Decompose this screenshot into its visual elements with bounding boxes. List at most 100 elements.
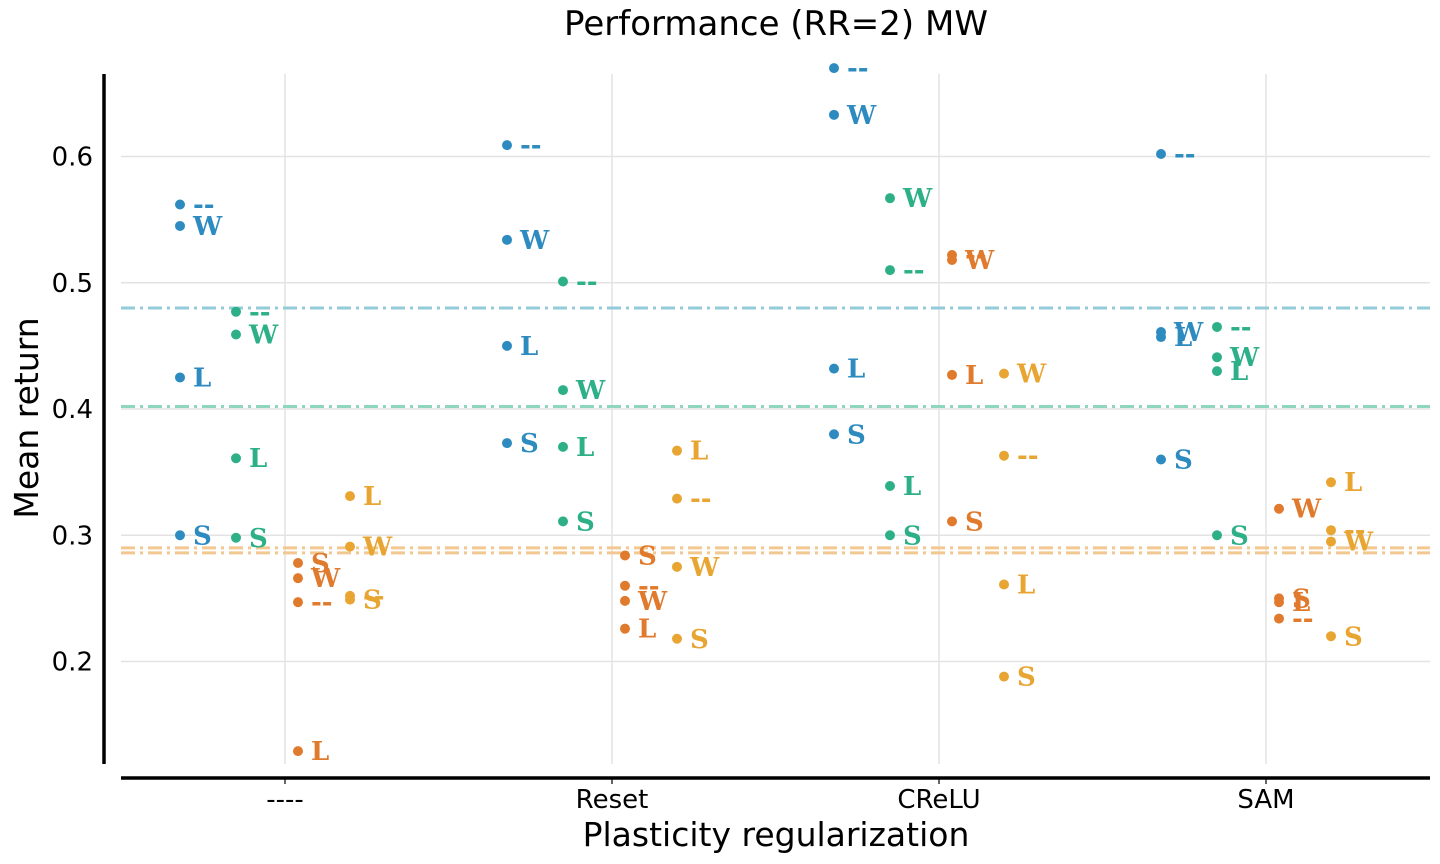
data-point bbox=[1326, 477, 1336, 488]
data-point bbox=[345, 594, 355, 605]
data-point-label: W bbox=[637, 587, 668, 617]
data-point-label: W bbox=[310, 564, 341, 594]
data-point-label: L bbox=[576, 433, 594, 463]
data-point bbox=[1212, 366, 1222, 377]
data-point-label: L bbox=[847, 355, 865, 385]
data-point-label: W bbox=[902, 184, 933, 214]
tick-labels: 0.20.30.40.50.6---- Reset CReLU SAM bbox=[52, 143, 1295, 816]
data-point-label: -- bbox=[576, 267, 598, 297]
data-point-label: L bbox=[1292, 588, 1310, 618]
data-point-label: S bbox=[903, 521, 922, 551]
data-point-label: S bbox=[363, 586, 382, 616]
data-point bbox=[885, 193, 895, 204]
x-tick-label: Reset bbox=[576, 785, 649, 815]
data-point bbox=[620, 550, 630, 561]
data-point-label: -- bbox=[638, 572, 660, 602]
data-point-label: -- bbox=[249, 298, 271, 328]
x-tick-label: CReLU bbox=[897, 785, 980, 815]
data-point-label: L bbox=[1174, 323, 1192, 353]
x-axis-label: Plasticity regularization bbox=[583, 815, 970, 854]
data-point-label: -- bbox=[1292, 605, 1314, 635]
data-point bbox=[1156, 332, 1166, 343]
data-point-label: -- bbox=[193, 190, 215, 220]
data-point-label: W bbox=[192, 212, 223, 242]
data-point bbox=[1156, 454, 1166, 465]
data-point bbox=[558, 385, 568, 396]
data-point bbox=[829, 63, 839, 74]
data-point bbox=[620, 623, 630, 634]
data-point-label: W bbox=[248, 321, 279, 351]
data-point bbox=[999, 368, 1009, 379]
data-point bbox=[999, 450, 1009, 461]
data-point-label: W bbox=[1229, 343, 1260, 373]
data-point bbox=[175, 530, 185, 541]
data-point bbox=[829, 429, 839, 440]
data-point-label: W bbox=[519, 226, 550, 256]
x-tick-label: SAM bbox=[1237, 785, 1294, 815]
data-point bbox=[502, 140, 512, 151]
data-point bbox=[999, 671, 1009, 682]
data-point-label: L bbox=[965, 361, 983, 391]
data-point-label: -- bbox=[363, 582, 385, 612]
data-point-label: L bbox=[1017, 570, 1035, 600]
data-point-label: W bbox=[575, 376, 606, 406]
data-point bbox=[231, 532, 241, 543]
data-point bbox=[947, 369, 957, 380]
data-point-label: L bbox=[1230, 357, 1248, 387]
data-point-label: S bbox=[965, 507, 984, 537]
data-point bbox=[1212, 321, 1222, 332]
data-point bbox=[885, 265, 895, 276]
data-point-label: L bbox=[311, 737, 329, 767]
data-point-label: S bbox=[576, 507, 595, 537]
y-tick-label: 0.2 bbox=[52, 648, 93, 678]
data-point bbox=[672, 493, 682, 504]
data-point-label: L bbox=[363, 482, 381, 512]
data-point-label: L bbox=[1344, 468, 1362, 498]
data-point-label: S bbox=[193, 521, 212, 551]
data-point-label: -- bbox=[1344, 516, 1366, 546]
data-point bbox=[293, 746, 303, 757]
data-point-label: W bbox=[1016, 360, 1047, 390]
data-point bbox=[829, 363, 839, 374]
data-point bbox=[1212, 530, 1222, 541]
data-point-label: W bbox=[1291, 495, 1322, 525]
data-point-label: W bbox=[689, 553, 720, 583]
data-point-label: W bbox=[1343, 528, 1374, 558]
data-point-label: -- bbox=[1017, 442, 1039, 472]
data-point-label: -- bbox=[965, 241, 987, 271]
data-point-label: L bbox=[638, 615, 656, 645]
axes bbox=[102, 74, 1430, 780]
data-point bbox=[502, 234, 512, 245]
data-point bbox=[947, 255, 957, 266]
data-point bbox=[231, 306, 241, 317]
data-point bbox=[620, 580, 630, 591]
data-point bbox=[672, 561, 682, 572]
data-point bbox=[175, 372, 185, 383]
data-point bbox=[558, 516, 568, 527]
data-point bbox=[947, 516, 957, 527]
data-point-label: S bbox=[1174, 446, 1193, 476]
data-point-label: -- bbox=[1230, 313, 1252, 343]
data-point bbox=[1212, 352, 1222, 363]
chart-title: Performance (RR=2) MW bbox=[564, 4, 988, 44]
data-points: --WLS--WLS--WLS--WLS--WLS--WLSW--LS--WLS… bbox=[175, 54, 1374, 767]
data-point-label: W bbox=[846, 101, 877, 131]
y-tick-label: 0.3 bbox=[52, 521, 93, 551]
data-point bbox=[293, 573, 303, 584]
data-point bbox=[345, 491, 355, 502]
y-tick-label: 0.4 bbox=[52, 395, 93, 425]
data-point bbox=[175, 199, 185, 210]
data-point bbox=[672, 633, 682, 644]
data-point-label: W bbox=[362, 533, 393, 563]
data-point bbox=[1326, 631, 1336, 642]
data-point-label: -- bbox=[1174, 140, 1196, 170]
data-point bbox=[502, 438, 512, 449]
data-point bbox=[293, 597, 303, 608]
data-point-label: S bbox=[520, 429, 539, 459]
data-point bbox=[620, 595, 630, 606]
data-point-label: L bbox=[193, 363, 211, 393]
data-point-label: S bbox=[638, 541, 657, 571]
data-point-label: W bbox=[964, 246, 995, 276]
data-point-label: -- bbox=[690, 485, 712, 515]
